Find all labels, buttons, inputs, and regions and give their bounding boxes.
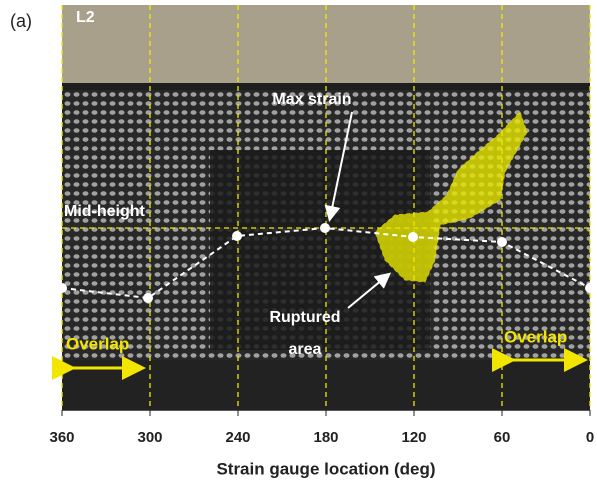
- x-tick-label: 0: [586, 429, 594, 446]
- annotation: Mid-height: [64, 203, 146, 220]
- annotation: Ruptured: [269, 309, 340, 326]
- x-tick-label: 180: [313, 429, 338, 446]
- x-tick-label: 240: [225, 429, 250, 446]
- panel-label: (a): [10, 11, 32, 31]
- annotation: area: [289, 341, 322, 358]
- annotation: Overlap: [66, 334, 129, 353]
- annotation: Overlap: [504, 327, 567, 346]
- specimen-label: L2: [76, 9, 95, 26]
- x-tick-label: 300: [137, 429, 162, 446]
- annotation: Max strain: [272, 91, 351, 108]
- x-tick-label: 60: [494, 429, 511, 446]
- x-axis-title: Strain gauge location (deg): [216, 459, 435, 478]
- x-tick-label: 120: [401, 429, 426, 446]
- x-tick-label: 360: [49, 429, 74, 446]
- figure: (a) L2 Max strain Mid-height Ruptured ar…: [0, 0, 597, 492]
